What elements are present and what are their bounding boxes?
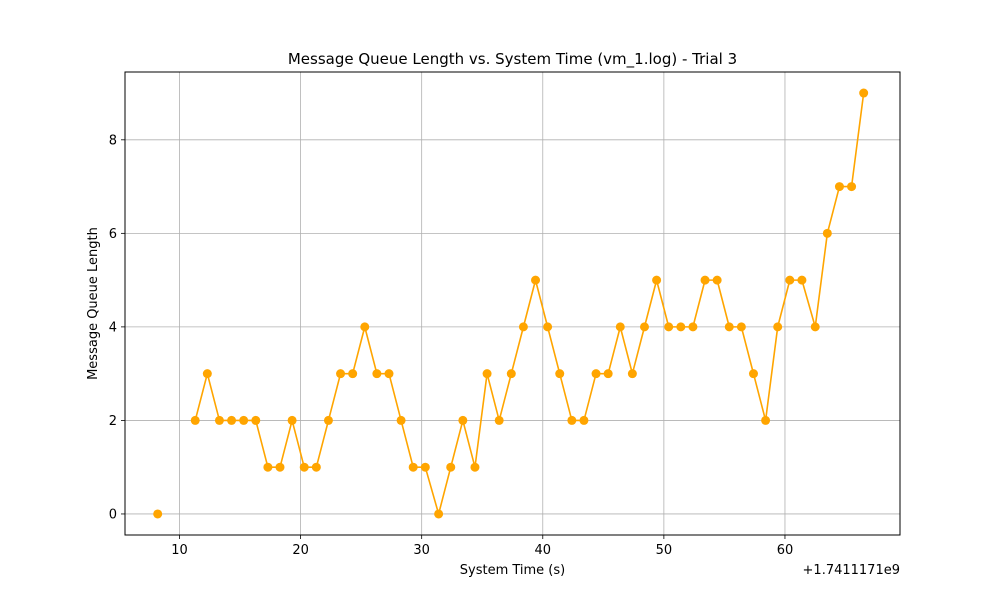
x-tick-label: 30 [413,543,430,558]
x-tick-label: 40 [535,543,552,558]
data-point [724,322,734,332]
data-point [348,369,358,379]
y-tick-label: 6 [109,227,117,242]
data-point [748,369,758,379]
data-point [822,228,832,238]
data-point [785,275,795,285]
data-point [372,369,382,379]
data-point [420,462,430,472]
y-tick-label: 0 [109,507,117,522]
data-point [652,275,662,285]
data-point [531,275,541,285]
data-point [434,509,444,519]
data-point [579,415,589,425]
grid [125,72,900,535]
data-point [396,415,406,425]
data-point [810,322,820,332]
x-tick-label: 50 [656,543,673,558]
data-point [676,322,686,332]
data-point [482,369,492,379]
data-point [190,415,200,425]
data-point [227,415,237,425]
data-point [494,415,504,425]
x-axis-offset-label: +1.7411171e9 [803,563,900,578]
data-point [360,322,370,332]
data-point [761,415,771,425]
data-point [773,322,783,332]
data-point [287,415,297,425]
y-axis-title: Message Queue Length [86,227,101,380]
data-point [627,369,637,379]
data-point [506,369,516,379]
data-point [834,182,844,192]
series-queue-length [153,88,869,519]
y-tick-label: 4 [109,320,117,335]
x-tick-label: 10 [171,543,188,558]
data-point [688,322,698,332]
data-point [311,462,321,472]
data-point [847,182,857,192]
data-point [555,369,565,379]
data-point [446,462,456,472]
data-point [239,415,249,425]
y-tick-label: 8 [109,133,117,148]
data-point [323,415,333,425]
data-point [712,275,722,285]
data-point [859,88,869,98]
data-point [615,322,625,332]
data-point [408,462,418,472]
data-point [470,462,480,472]
data-point [603,369,613,379]
plot-frame [124,71,901,536]
data-point [251,415,261,425]
data-point [299,462,309,472]
data-point [275,462,285,472]
data-point [153,509,163,519]
data-point [202,369,212,379]
x-tick-label: 20 [292,543,309,558]
data-point [336,369,346,379]
data-point [567,415,577,425]
axis-ticks: 10 20 30 40 50 60 0 2 4 6 8 [109,133,794,558]
data-point [639,322,649,332]
data-point [458,415,468,425]
data-point [700,275,710,285]
data-point [591,369,601,379]
data-point [664,322,674,332]
x-axis-title: System Time (s) [460,563,565,578]
y-tick-label: 2 [109,414,117,429]
data-point [518,322,528,332]
x-tick-label: 60 [777,543,794,558]
data-point [384,369,394,379]
data-point [797,275,807,285]
chart-title: Message Queue Length vs. System Time (vm… [288,50,737,69]
data-point [736,322,746,332]
data-point [543,322,553,332]
data-point [263,462,273,472]
data-point [214,415,224,425]
